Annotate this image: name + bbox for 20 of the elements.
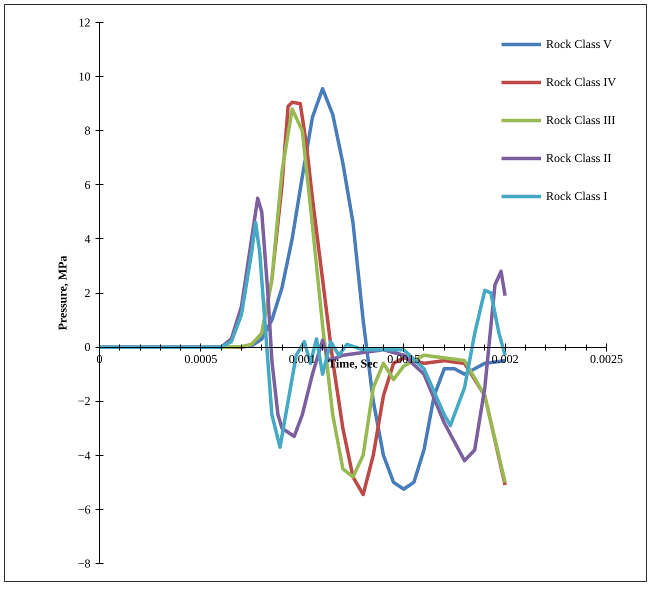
legend-label: Rock Class III [546,112,616,128]
y-tick-label: 6 [84,178,90,192]
y-tick-label: 0 [84,340,90,354]
y-tick-label: 2 [84,286,90,300]
x-tick-label: 0.002 [492,352,519,366]
y-tick-label: −6 [78,502,91,516]
y-axis-title: Pressure, MPa [56,256,70,330]
y-tick-label: −4 [78,448,91,462]
legend-label: Rock Class II [546,150,612,166]
legend-label: Rock Class V [546,36,612,52]
y-tick-label: 10 [78,70,90,84]
legend-label: Rock Class I [546,188,608,204]
y-tick-label: 4 [84,232,90,246]
x-tick-label: 0.0025 [590,352,623,366]
y-tick-label: 8 [84,124,90,138]
y-tick-label: 12 [78,16,90,30]
y-tick-label: −8 [78,556,91,570]
legend-label: Rock Class IV [546,74,616,90]
y-tick-label: −2 [78,394,91,408]
x-tick-label: 0.0005 [184,352,218,366]
